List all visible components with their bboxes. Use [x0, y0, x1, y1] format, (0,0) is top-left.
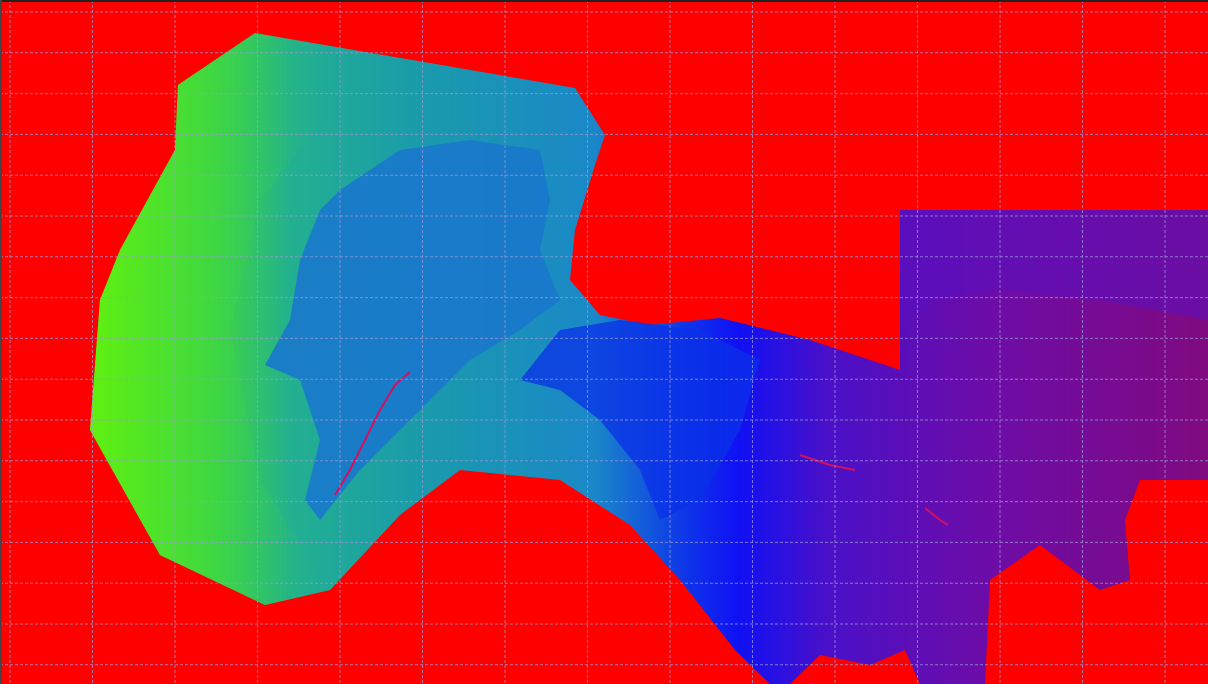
heat-map [0, 0, 1208, 684]
page: (() => { const data = JSON.parse(documen… [0, 0, 1208, 684]
